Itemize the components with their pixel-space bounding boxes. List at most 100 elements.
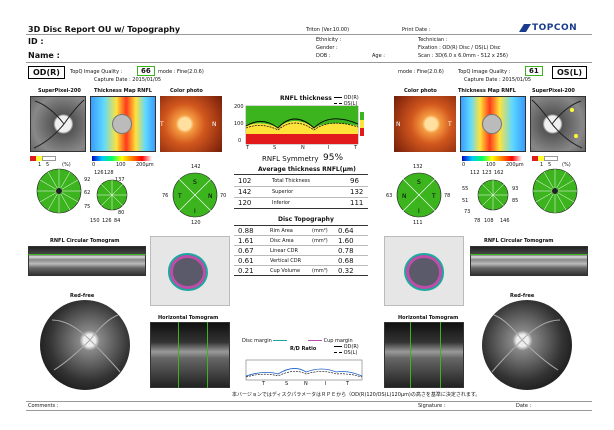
od-quad-i: 120 [191,220,201,226]
cup-margin-label: Cup margin [323,338,353,344]
topo-od-rim: 0.88 [238,226,254,235]
od-colorbar-100: 100 [116,162,126,168]
os-color-photo [394,96,456,152]
os-disc-shape [404,253,444,291]
topo-od-vertical: 0.61 [238,256,254,265]
od-circular-tomogram [28,246,146,276]
od-redfree-title: Red-free [70,293,95,299]
signature-label: Signature : [418,403,446,409]
od-colorbar-0: 0 [92,162,96,168]
os-horizontal-marker-1 [410,322,411,388]
symmetry-value: 95% [323,153,344,163]
topo-label-cup: Cup Volume [270,267,301,274]
svg-text:N: N [402,193,407,200]
topo-os-vertical: 0.68 [338,256,354,265]
rd-axis-T2: T [346,381,350,387]
od-photo-N: N [212,121,217,128]
topo-unit-cup: (mm³) [312,267,328,274]
topo-row: 0.67 Linear CDR 0.78 [234,246,368,256]
os-superpixel-scale [532,156,558,161]
topo-unit-rim: (mm²) [312,227,328,234]
topo-label-rim: Rim Area [270,227,293,234]
rd-ratio-chart [245,359,363,381]
topo-label-disc: Disc Area [270,237,294,244]
rnfl-thickness-chart [245,105,364,145]
os-sector-ring [477,179,509,211]
rnfl-legend: OD(R) OS(L) [334,95,359,107]
od-colorbar-200: 200μm [136,162,154,168]
os-sector-mid-1: 93 [512,186,519,192]
fixation-label: Fixation : OD(R) Disc / OS(L) Disc [418,45,501,51]
os-eye-badge: OS(L) [552,66,587,79]
topo-od-disc: 1.61 [238,236,254,245]
od-eye-badge: OD(R) [28,66,65,79]
date-label: Date : [516,403,532,409]
od-sector-lower-0: 150 [90,218,100,224]
symmetry-label: RNFL Symmetry [262,155,319,163]
topo-os-disc: 1.60 [338,236,354,245]
od-redfree-vessels [51,314,121,373]
os-thickmap-title: Thickness Map RNFL [458,88,516,94]
os-circular-tomogram [470,246,588,276]
os-sector-mid-0: 55 [462,186,469,192]
os-quad-n: 78 [444,193,451,199]
od-sector-top-3: 137 [115,177,125,183]
gender-label: Gender : [316,45,338,51]
od-quality-value: 66 [137,66,155,76]
avg-row-total: 102 Total Thickness 96 [234,176,368,187]
rd-legend-os: OS(L) [334,350,359,356]
topo-row: 0.61 Vertical CDR 0.68 [234,256,368,266]
rnfl-axis-T2: T [354,145,358,151]
od-horizontal-marker-2 [207,322,208,388]
topo-os-rim: 0.64 [338,226,354,235]
os-horizontal-marker-2 [440,322,441,388]
disc-topo-title: Disc Topography [278,216,334,223]
od-thickness-disc [112,114,132,134]
od-sector-bottom-1: 80 [118,210,125,216]
svg-text:T: T [177,193,182,200]
topo-label-linear: Linear CDR [270,247,298,254]
avg-od-total: 102 [238,177,252,185]
os-sector-top-0: 112 [470,170,480,176]
cup-margin-legend: Cup margin [308,338,353,344]
technician-label: Technician : [418,37,448,43]
os-thickness-disc [482,114,502,134]
legend-os: OS(L) [334,101,359,107]
od-sector-ring [96,179,128,211]
os-superpixel-vessels [531,99,583,149]
od-color-photo [160,96,222,152]
avg-label-total: Total Thickness [272,178,310,184]
od-disc-shape [168,253,208,291]
od-quality-label: TopQ Image Quality : [70,69,123,75]
os-thickness-colorbar [462,156,522,161]
dob-label: DOB : [316,53,331,59]
os-quad-i: 111 [413,220,423,226]
avg-row-inferior: 120 Inferior 111 [234,198,368,209]
os-sector-bottom-1: 73 [464,209,471,215]
parameter-note: 本バージョンではディスクパラメータはＲＰＥから（OD(R)120/OS(L)12… [232,392,481,398]
od-quad-n: 70 [220,193,227,199]
rd-axis-N: N [304,381,308,387]
os-quad-s: 132 [413,164,423,170]
os-colorbar-100: 100 [486,162,496,168]
os-sector-top-1: 123 [482,170,492,176]
avg-row-superior: 142 Superior 132 [234,187,368,198]
os-horizontal-tomogram [384,322,464,388]
os-sector-circle [532,168,578,214]
od-quad-s: 142 [191,164,201,170]
rnfl-ytick-0: 0 [238,138,242,144]
disc-margin-label: Disc margin [242,338,272,344]
od-scale-1: 1 [38,162,42,168]
brand-label: TOPCON [532,23,578,33]
print-date: Print Date : [402,27,431,33]
age-label: Age : [372,53,385,59]
rnfl-axis-T1: T [246,145,250,151]
os-sector-top-2: 162 [494,170,504,176]
od-sector-lower-1: 126 [102,218,112,224]
od-sector-top-1: 126 [94,170,104,176]
od-sector-bottom-0: 75 [84,204,91,210]
svg-text:S: S [193,179,197,186]
rd-axis-I: I [325,381,327,387]
avg-label-inferior: Inferior [272,200,291,206]
od-circular-title: RNFL Circular Tomogram [50,238,120,244]
